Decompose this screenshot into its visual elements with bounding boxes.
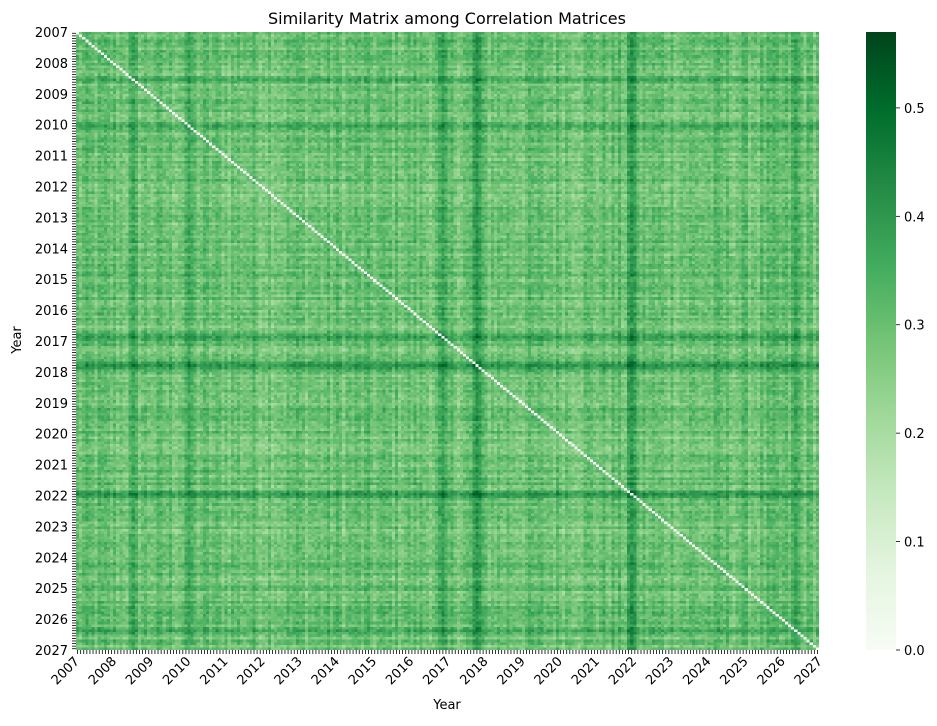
y-tick-label: 2027 [35, 644, 68, 659]
y-tick-label: 2024 [35, 551, 68, 566]
y-tick-label: 2015 [35, 273, 68, 288]
x-tick-label: 2027 [792, 654, 826, 688]
y-tick-label: 2012 [35, 181, 68, 196]
y-tick-label: 2019 [35, 397, 68, 412]
x-tick-label: 2018 [457, 654, 491, 688]
x-axis: 2007 2008 2009 2010 2011 2012 2013 2014 2015 2016… [49, 650, 826, 688]
x-tick-label: 2014 [309, 654, 343, 688]
x-tick-label: 2010 [160, 654, 194, 688]
y-tick-label: 2016 [35, 304, 68, 319]
y-tick-label: 2011 [35, 150, 68, 165]
x-tick-label: 2011 [197, 654, 231, 688]
x-tick-label: 2008 [86, 654, 120, 688]
x-tick-label: 2022 [606, 654, 640, 688]
y-tick-label: 2025 [35, 582, 68, 597]
colorbar-tick-label: 0.3 [904, 319, 925, 334]
x-tick-label: 2025 [718, 654, 752, 688]
x-tick-label: 2009 [123, 654, 157, 688]
x-tick-label: 2020 [532, 654, 566, 688]
y-tick-label: 2023 [35, 520, 68, 535]
y-tick-label: 2026 [35, 613, 68, 628]
colorbar-ticks: 0.0 0.1 0.2 0.3 0.4 0.5 [896, 102, 925, 659]
colorbar [866, 32, 896, 650]
y-tick-label: 2013 [35, 211, 68, 226]
x-tick-label: 2013 [272, 654, 306, 688]
y-tick-label: 2021 [35, 459, 68, 474]
heatmap-cells [76, 32, 819, 650]
y-tick-label: 2017 [35, 335, 68, 350]
x-tick-label: 2021 [569, 654, 603, 688]
y-tick-label: 2018 [35, 366, 68, 381]
y-tick-label: 2014 [35, 242, 68, 257]
x-tick-label: 2015 [346, 654, 380, 688]
y-tick-label: 2007 [35, 26, 68, 41]
y-tick-label: 2010 [35, 119, 68, 134]
y-tick-label: 2009 [35, 88, 68, 103]
x-tick-label: 2019 [495, 654, 529, 688]
heatmap-image [76, 32, 819, 650]
colorbar-tick-label: 0.2 [904, 427, 925, 442]
colorbar-tick-label: 0.4 [904, 210, 925, 225]
y-axis: 2007 2008 2009 2010 2011 2012 2013 2014 2015 2016… [35, 26, 76, 659]
x-tick-label: 2016 [383, 654, 417, 688]
colorbar-tick-label: 0.0 [904, 644, 925, 659]
y-tick-label: 2008 [35, 57, 68, 72]
colorbar-tick-label: 0.1 [904, 536, 925, 551]
x-axis-label: Year [432, 698, 461, 713]
x-tick-label: 2007 [49, 654, 83, 688]
x-tick-label: 2023 [643, 654, 677, 688]
chart-title: Similarity Matrix among Correlation Matr… [268, 9, 626, 28]
colorbar-tick-label: 0.5 [904, 102, 925, 117]
x-tick-label: 2012 [235, 654, 269, 688]
y-tick-label: 2022 [35, 490, 68, 505]
x-tick-label: 2026 [755, 654, 789, 688]
x-tick-label: 2017 [420, 654, 454, 688]
x-tick-label: 2024 [680, 654, 714, 688]
y-axis-label: Year [10, 326, 25, 355]
y-tick-label: 2020 [35, 428, 68, 443]
